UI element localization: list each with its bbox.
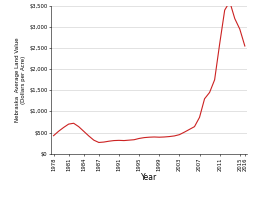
X-axis label: Year: Year bbox=[140, 173, 157, 182]
Y-axis label: Nebraska  Average Land Value
(Dollars per Acre): Nebraska Average Land Value (Dollars per… bbox=[15, 37, 26, 122]
